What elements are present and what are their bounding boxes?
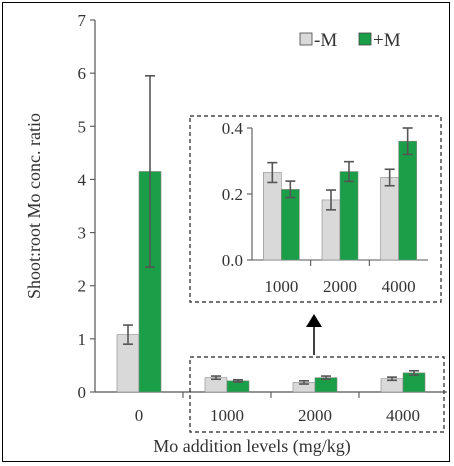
highlight-dashed-box [189,356,445,433]
main-x-tick-label: 4000 [386,406,420,425]
main-y-tick-label: 0 [78,383,87,402]
inset-x-tick-label: 1000 [264,277,298,296]
x-axis-title: Mo addition levels (mg/kg) [153,436,350,457]
inset-bar-plus-m-4000 [398,140,417,261]
main-y-tick-label: 3 [78,224,87,243]
main-y-tick-label: 6 [78,64,87,83]
main-y-tick-label: 5 [78,117,87,136]
legend-swatch-plus-m [358,32,372,46]
legend-label-plus-m: +M [373,30,401,51]
main-y-tick-label: 1 [78,330,87,349]
inset-bar-plus-m-2000 [339,171,359,261]
inset-bar-minus-m-4000 [380,177,399,261]
legend-swatch-minus-m [299,32,313,46]
inset-arrow-head [306,314,322,327]
main-y-tick-label: 2 [78,277,87,296]
legend-label-minus-m: -M [314,30,337,51]
inset-bar-minus-m-1000 [263,172,282,261]
inset-x-tick-label: 2000 [323,277,357,296]
inset-bar-plus-m-1000 [281,189,300,261]
inset-y-tick-label: 0.2 [222,185,243,204]
main-x-tick-label: 0 [135,406,144,425]
main-y-tick-label: 7 [78,11,87,30]
inset-x-tick-label: 4000 [382,277,416,296]
main-x-tick-label: 1000 [210,406,244,425]
main-x-tick-label: 2000 [298,406,332,425]
y-axis-title: Shoot:root Mo conc. ratio [24,113,44,299]
inset-y-tick-label: 0.0 [222,251,243,270]
inset-y-tick-label: 0.4 [222,119,244,138]
main-y-tick-label: 4 [78,170,87,189]
